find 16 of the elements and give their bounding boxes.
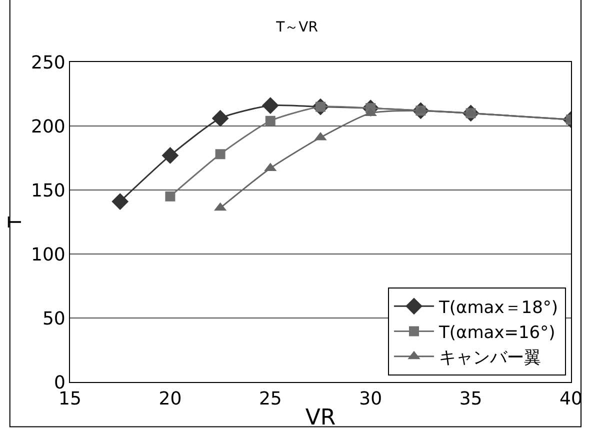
legend-label: キャンバー翼 (438, 348, 541, 368)
legend-label: T(αmax＝18°) (438, 298, 558, 318)
x-tick-label: 35 (459, 388, 482, 410)
y-tick-label: 100 (31, 244, 66, 266)
legend-label: T(αmax=16°) (438, 322, 556, 343)
y-tick-label: 50 (42, 308, 66, 330)
y-tick-label: 200 (31, 116, 66, 138)
x-tick-label: 30 (359, 388, 382, 410)
y-tick-label: 250 (31, 52, 66, 74)
x-tick-label: 20 (158, 388, 182, 410)
x-tick-label: 25 (258, 388, 282, 410)
y-tick-label: 150 (31, 180, 66, 202)
x-axis-title: VR (305, 406, 336, 430)
y-axis-title: T (5, 216, 26, 228)
chart-title: T～VR (275, 20, 318, 36)
x-tick-label: 15 (58, 388, 82, 410)
